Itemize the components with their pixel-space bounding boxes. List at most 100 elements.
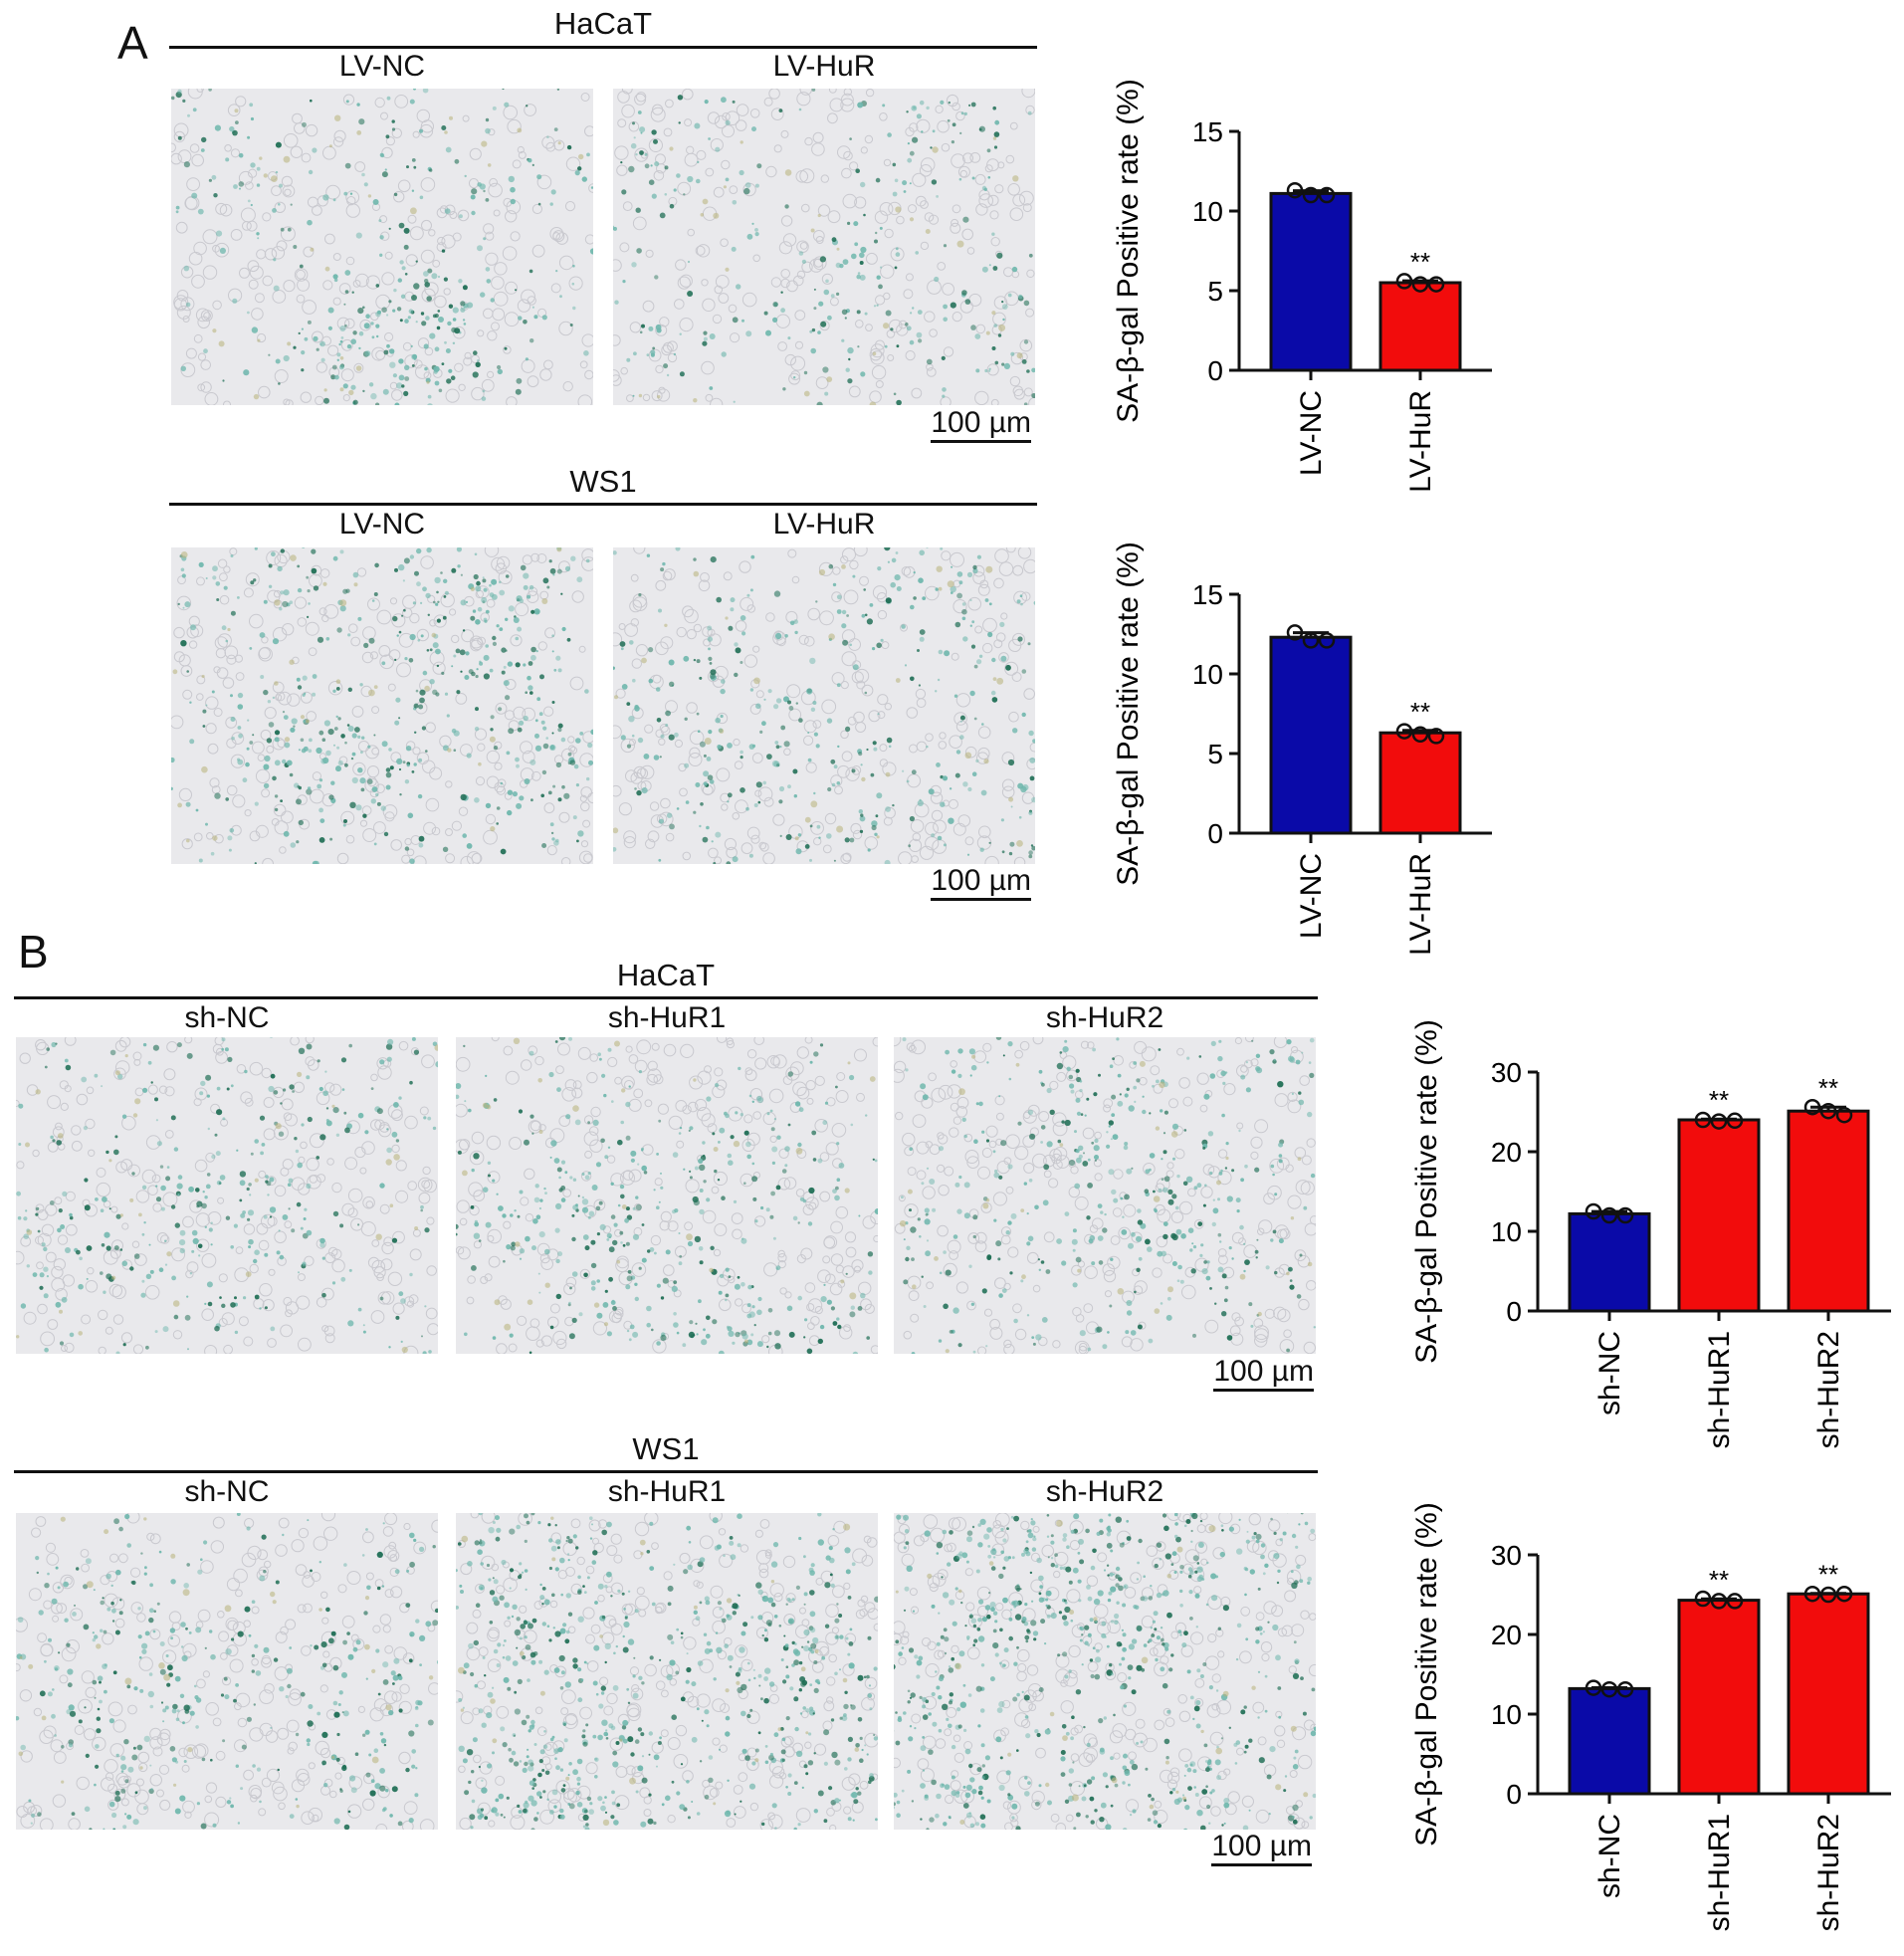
cell-stain-texture — [456, 1037, 878, 1354]
y-tick-label: 10 — [1491, 1699, 1522, 1730]
bar — [1677, 1118, 1761, 1313]
significance-mark: ** — [1818, 1560, 1838, 1590]
data-point — [1585, 1202, 1602, 1220]
micrograph — [456, 1037, 878, 1354]
cell-stain-texture — [456, 1513, 878, 1830]
condition-label: sh-NC — [184, 1475, 270, 1508]
significance-mark: ** — [1410, 697, 1430, 727]
y-tick-label: 30 — [1491, 1057, 1522, 1088]
significance-mark: ** — [1410, 247, 1430, 277]
micrograph — [171, 89, 593, 405]
data-point — [1616, 1206, 1634, 1224]
x-tick-label: sh-HuR1 — [1703, 1814, 1736, 1931]
micrograph — [171, 547, 593, 864]
bar — [1568, 1211, 1651, 1313]
data-point — [1694, 1590, 1712, 1608]
y-tick-label: 5 — [1207, 276, 1223, 307]
y-tick-label: 15 — [1192, 579, 1223, 610]
y-tick-label: 5 — [1207, 739, 1223, 769]
bar — [1787, 1109, 1870, 1313]
data-point — [1302, 632, 1320, 649]
bar — [1378, 281, 1462, 372]
data-point — [1616, 1680, 1634, 1698]
data-point — [1600, 1680, 1618, 1698]
data-point — [1835, 1106, 1853, 1124]
condition-label: sh-HuR2 — [1045, 1001, 1164, 1034]
y-tick-label: 0 — [1207, 818, 1223, 849]
scale-bar-label: 100 µm — [1213, 1355, 1314, 1392]
y-axis-label: SA-β-gal Positive rate (%) — [1112, 79, 1145, 423]
data-point — [1411, 726, 1429, 744]
x-tick-label: LV-NC — [1295, 390, 1328, 476]
condition-label: sh-HuR1 — [607, 1001, 727, 1034]
bar — [1269, 635, 1353, 835]
cell-stain-texture — [894, 1037, 1316, 1354]
group-title-a-ws1: WS1 — [569, 464, 637, 499]
data-point — [1395, 273, 1413, 290]
scale-bar: 100 µm — [836, 406, 1031, 443]
micrograph — [456, 1513, 878, 1830]
group-title-b-hacat: HaCaT — [616, 958, 716, 992]
bar — [1269, 191, 1353, 372]
x-tick-label: sh-NC — [1593, 1331, 1626, 1415]
group-rule — [169, 503, 1037, 506]
data-point — [1318, 186, 1336, 204]
bar — [1677, 1599, 1761, 1796]
cell-stain-texture — [894, 1513, 1316, 1830]
y-tick-label: 15 — [1192, 116, 1223, 147]
data-point — [1710, 1593, 1728, 1610]
group-title-a-hacat: HaCaT — [553, 6, 653, 41]
bar-chart-a-ws1: SA-β-gal Positive rate (%) 0 5 10 15 LV-NC ** L… — [1112, 542, 1492, 956]
data-point — [1600, 1206, 1618, 1224]
data-point — [1318, 632, 1336, 649]
bar-chart-b-ws1: SA-β-gal Positive rate (%) 0 10 20 30 sh-NC **… — [1410, 1502, 1891, 1931]
data-point — [1694, 1111, 1712, 1129]
y-tick-label: 20 — [1491, 1620, 1522, 1650]
data-point — [1411, 276, 1429, 293]
significance-mark: ** — [1709, 1085, 1729, 1115]
x-tick-label: sh-HuR1 — [1703, 1331, 1736, 1448]
x-tick-label: LV-NC — [1295, 853, 1328, 939]
data-point — [1726, 1112, 1744, 1130]
scale-bar: 100 µm — [836, 864, 1031, 901]
y-tick-label: 0 — [1207, 355, 1223, 386]
cell-stain-texture — [613, 89, 1035, 405]
y-tick-label: 0 — [1506, 1779, 1522, 1810]
bar — [1568, 1686, 1651, 1796]
micrograph — [613, 547, 1035, 864]
condition-label: sh-HuR2 — [1045, 1475, 1164, 1508]
x-tick-label: sh-HuR2 — [1812, 1814, 1845, 1931]
panel-letter-a: A — [117, 17, 148, 69]
data-point — [1710, 1113, 1728, 1130]
condition-label: sh-HuR1 — [607, 1475, 727, 1508]
y-axis-label: SA-β-gal Positive rate (%) — [1410, 1019, 1443, 1364]
scale-bar: 100 µm — [1119, 1355, 1314, 1392]
y-tick-label: 10 — [1192, 659, 1223, 690]
condition-label: LV-NC — [338, 508, 426, 541]
scale-bar-label: 100 µm — [1211, 1830, 1312, 1866]
y-tick-label: 20 — [1491, 1137, 1522, 1168]
data-point — [1803, 1585, 1821, 1603]
panel-letter-b: B — [18, 926, 49, 978]
y-tick-label: 0 — [1506, 1296, 1522, 1327]
data-point — [1819, 1102, 1837, 1120]
cell-stain-texture — [16, 1513, 438, 1830]
data-point — [1835, 1585, 1853, 1603]
bar-chart-a-hacat: SA-β-gal Positive rate (%) 0 5 10 15 LV-NC ** L… — [1112, 79, 1492, 493]
condition-label: sh-NC — [184, 1001, 270, 1034]
cell-stain-texture — [171, 89, 593, 405]
data-point — [1585, 1679, 1602, 1696]
data-point — [1395, 723, 1413, 740]
condition-label: LV-HuR — [772, 50, 876, 83]
micrograph — [613, 89, 1035, 405]
x-tick-label: sh-HuR2 — [1812, 1331, 1845, 1448]
data-point — [1427, 728, 1445, 745]
data-point — [1302, 186, 1320, 204]
scale-bar-label: 100 µm — [931, 406, 1031, 443]
y-tick-label: 10 — [1491, 1216, 1522, 1247]
group-rule — [14, 1470, 1318, 1473]
data-point — [1286, 181, 1304, 199]
cell-stain-texture — [613, 547, 1035, 864]
significance-mark: ** — [1709, 1565, 1729, 1595]
cell-stain-texture — [171, 547, 593, 864]
